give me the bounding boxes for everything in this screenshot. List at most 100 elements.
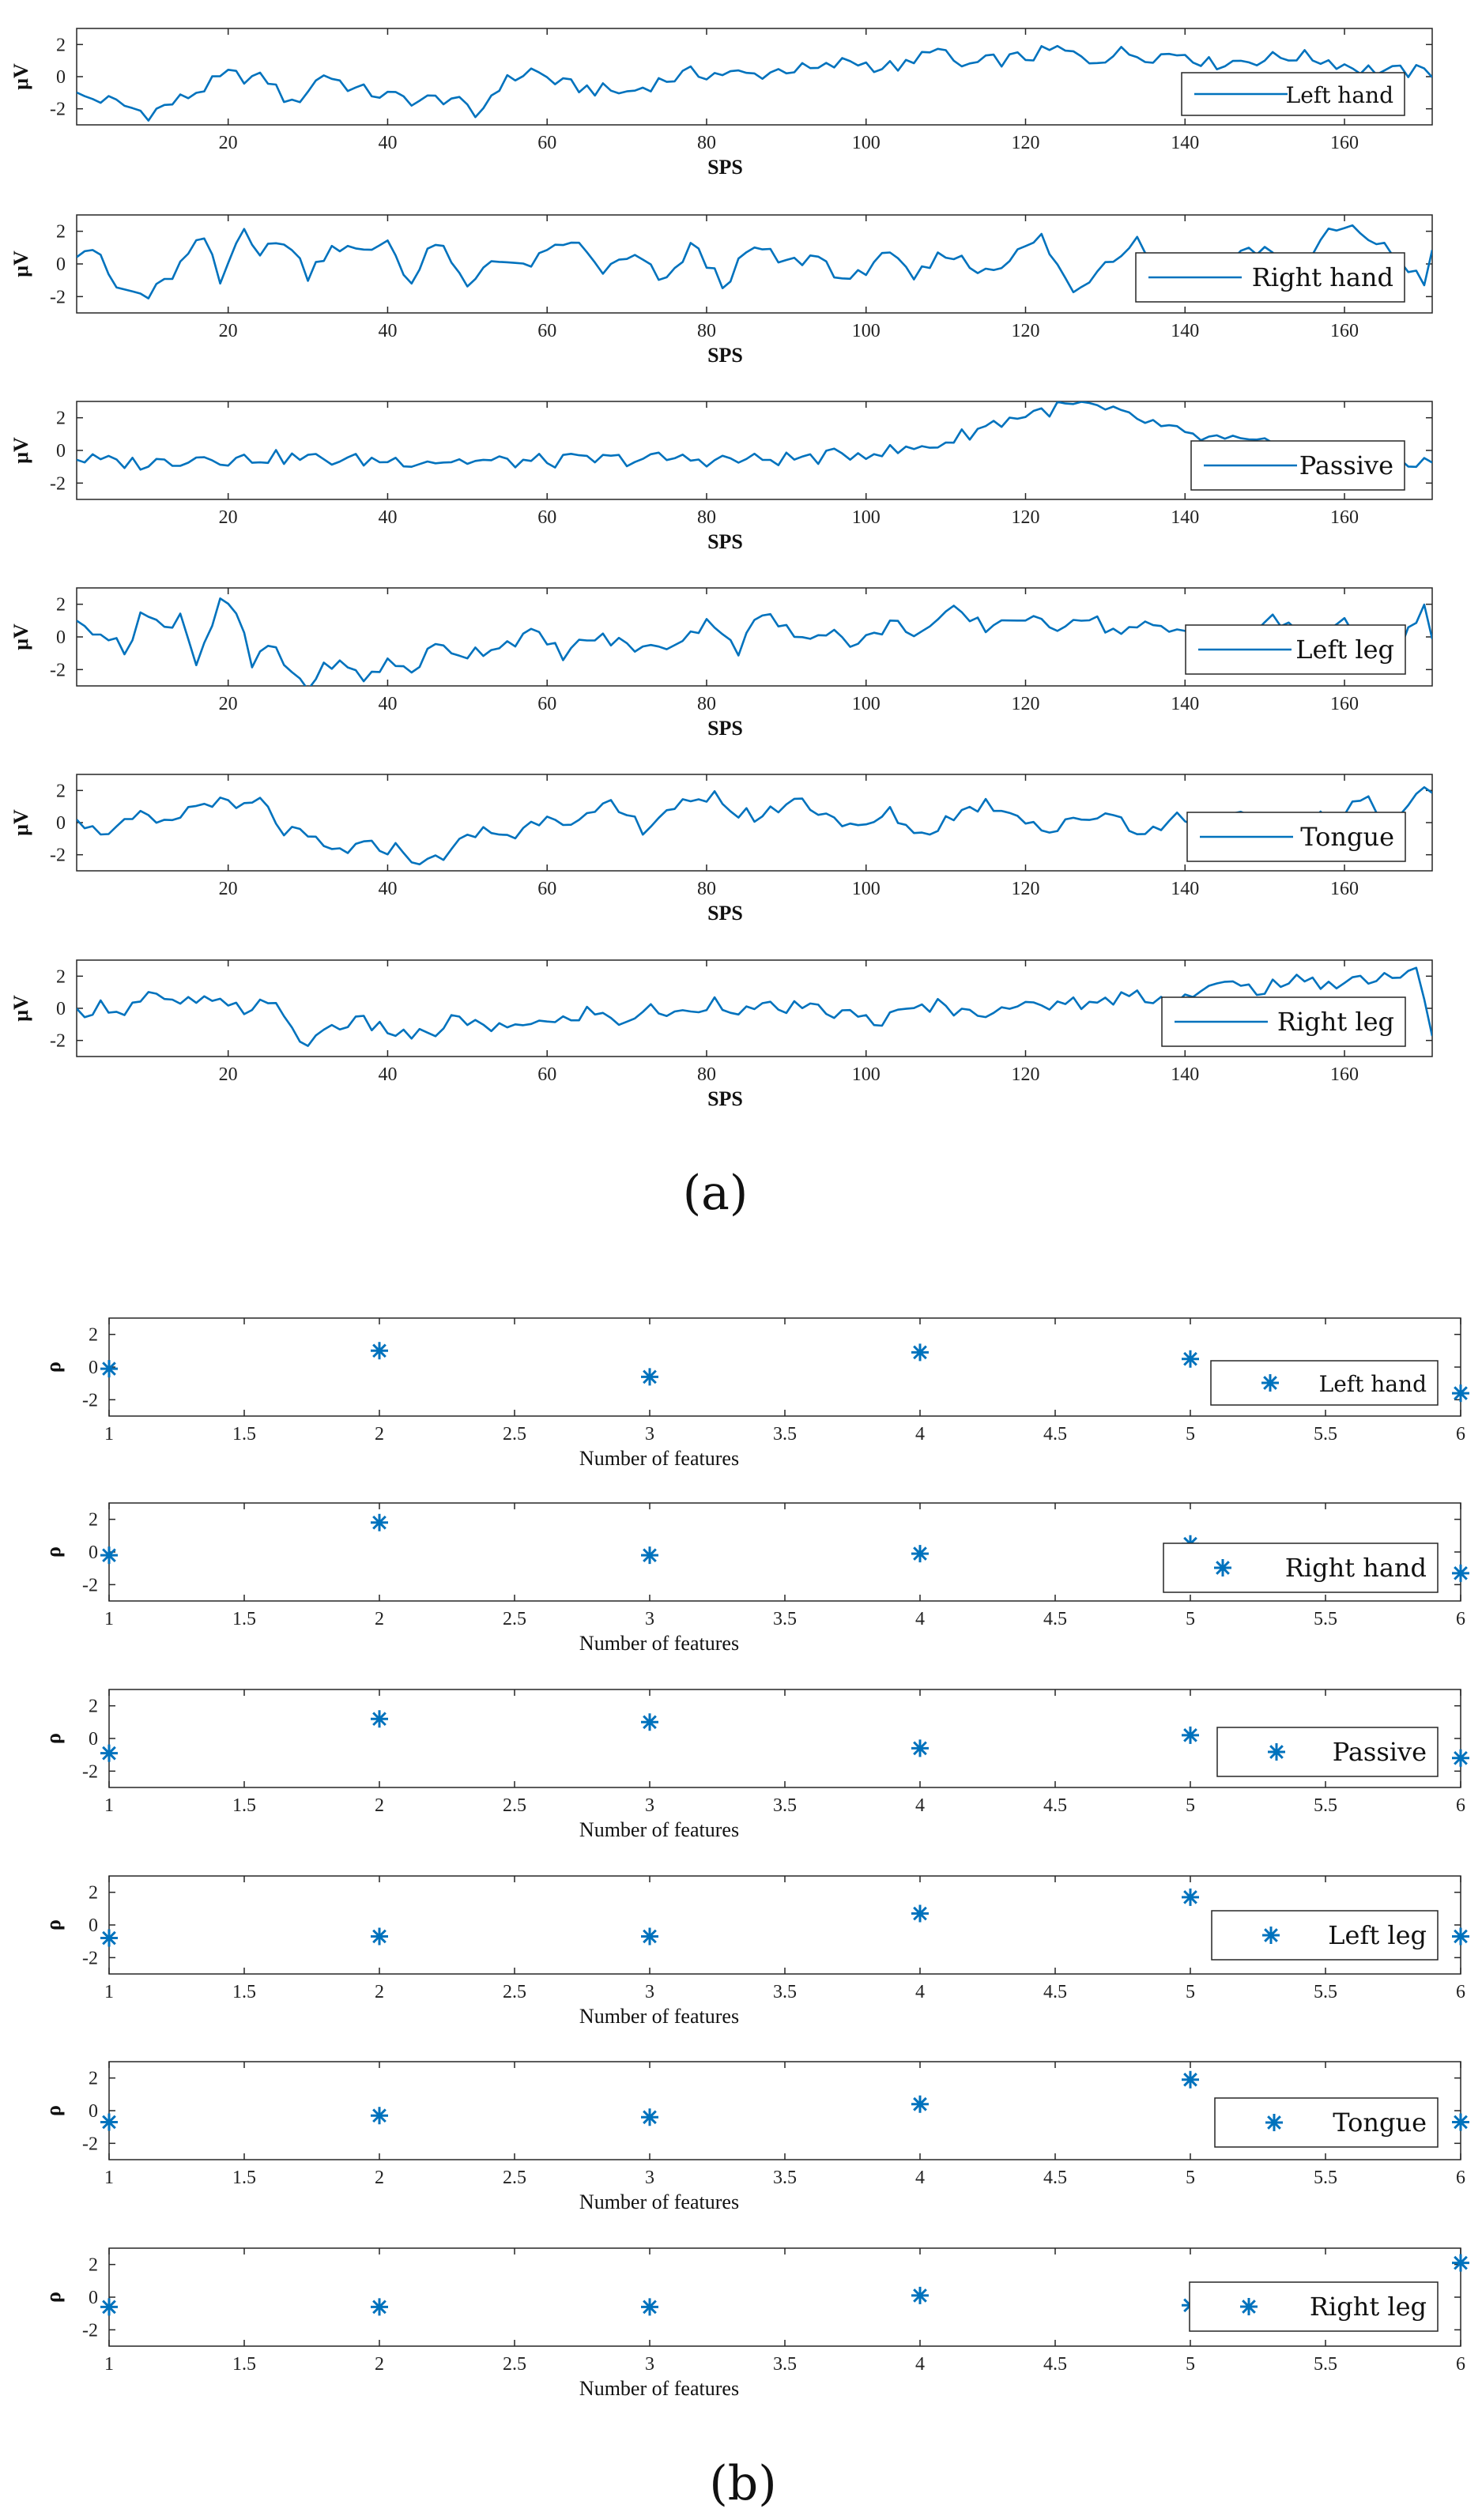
x-tick-label: 4 — [915, 1982, 925, 2002]
x-tick-label: 80 — [697, 133, 716, 153]
data-point — [371, 1927, 388, 1946]
legend: Tongue — [1186, 812, 1406, 862]
x-tick-label: 100 — [852, 694, 881, 714]
data-point — [371, 2107, 388, 2125]
x-tick-label: 160 — [1330, 133, 1359, 153]
legend-label: Passive — [1333, 1737, 1427, 1767]
legend: Left hand — [1181, 72, 1405, 116]
y-tick-label: 0 — [89, 2288, 98, 2308]
x-tick-label: 120 — [1012, 879, 1040, 899]
data-point — [911, 1904, 929, 1923]
x-tick-label: 2 — [375, 2354, 384, 2375]
data-point — [641, 1713, 658, 1731]
data-point — [641, 1927, 658, 1946]
y-tick-label: 2 — [56, 781, 66, 801]
y-axis-label: ρ — [42, 1733, 65, 1744]
x-tick-label: 120 — [1012, 1064, 1040, 1085]
x-tick-label: 140 — [1171, 1064, 1199, 1085]
y-tick-label: -2 — [50, 287, 66, 307]
legend-label: Right leg — [1277, 1007, 1394, 1037]
subplot-b-right-hand: 1 1.5 2 2.5 3 3.5 4 4.5 5 5.5 6 2 0 -2 Number of featu… — [42, 1502, 1469, 1655]
x-tick-label: 120 — [1012, 133, 1040, 153]
data-point — [371, 1342, 388, 1360]
x-tick-label: 2.5 — [503, 1424, 526, 1445]
x-tick-label: 4.5 — [1043, 2168, 1067, 2188]
x-tick-label: 140 — [1171, 133, 1199, 153]
y-tick-label: 0 — [56, 813, 66, 834]
data-point — [371, 1710, 388, 1728]
x-tick-label: 1 — [104, 1982, 114, 2002]
x-axis-label: SPS — [707, 344, 743, 367]
y-tick-label: 0 — [89, 1915, 98, 1936]
x-tick-label: 4.5 — [1043, 1609, 1067, 1629]
y-tick-label: 0 — [89, 2101, 98, 2122]
y-tick-label: 2 — [89, 1510, 98, 1531]
y-axis-label: μV — [9, 437, 32, 464]
y-tick-label: 0 — [56, 627, 66, 648]
y-axis-label: μV — [9, 623, 32, 650]
x-tick-label: 5 — [1186, 1795, 1195, 1816]
legend: Right leg — [1189, 2281, 1439, 2332]
x-tick-label: 60 — [537, 321, 556, 341]
x-tick-label: 20 — [219, 1064, 238, 1085]
x-tick-label: 2.5 — [503, 1982, 526, 2002]
y-tick-label: -2 — [82, 1761, 98, 1782]
x-tick-label: 5 — [1186, 1424, 1195, 1445]
y-tick-label: -2 — [50, 846, 66, 866]
y-tick-label: 0 — [89, 1358, 98, 1378]
y-axis-label: ρ — [42, 2292, 65, 2303]
x-tick-label: 80 — [697, 321, 716, 341]
y-tick-label: 0 — [56, 441, 66, 461]
x-tick-label: 3 — [645, 1795, 654, 1816]
y-axis-label: μV — [9, 995, 32, 1022]
x-tick-label: 4.5 — [1043, 1982, 1067, 2002]
x-tick-label: 5.5 — [1314, 2354, 1337, 2375]
y-tick-label: 0 — [89, 1543, 98, 1563]
x-tick-label: 140 — [1171, 694, 1199, 714]
y-tick-label: 2 — [56, 966, 66, 987]
x-tick-label: 2.5 — [503, 2354, 526, 2375]
x-tick-label: 20 — [219, 507, 238, 528]
data-point — [100, 1546, 118, 1565]
x-axis-label: SPS — [707, 717, 743, 740]
legend-label: Right leg — [1310, 2292, 1427, 2322]
legend-box — [1214, 2097, 1439, 2148]
data-point — [1182, 1888, 1199, 1906]
x-tick-label: 4 — [915, 1424, 925, 1445]
panel-label-b: (b) — [709, 2456, 776, 2511]
legend-box — [1163, 1543, 1439, 1593]
y-tick-label: 2 — [89, 1697, 98, 1717]
x-tick-label: 1.5 — [232, 1982, 256, 2002]
x-tick-label: 4.5 — [1043, 1795, 1067, 1816]
x-axis-label: Number of features — [579, 1818, 739, 1841]
y-tick-label: -2 — [82, 2320, 98, 2341]
x-tick-label: 5 — [1186, 2354, 1195, 2375]
x-axis-label: SPS — [707, 156, 743, 179]
y-axis-label: ρ — [42, 1362, 65, 1373]
y-tick-label: 0 — [56, 67, 66, 88]
x-tick-label: 5.5 — [1314, 1982, 1337, 2002]
y-tick-label: -2 — [82, 1948, 98, 1968]
x-tick-label: 140 — [1171, 879, 1199, 899]
x-axis-label: SPS — [707, 1087, 743, 1110]
x-tick-label: 100 — [852, 133, 881, 153]
y-tick-label: -2 — [50, 660, 66, 680]
x-tick-label: 160 — [1330, 1064, 1359, 1085]
x-tick-label: 5.5 — [1314, 2168, 1337, 2188]
x-tick-label: 100 — [852, 879, 881, 899]
y-tick-label: -2 — [50, 100, 66, 120]
x-tick-label: 2 — [375, 1795, 384, 1816]
x-tick-label: 3.5 — [773, 1982, 797, 2002]
x-tick-label: 6 — [1456, 2168, 1465, 2188]
data-point — [100, 2298, 118, 2316]
x-tick-label: 1.5 — [232, 1609, 256, 1629]
legend: Passive — [1216, 1727, 1439, 1777]
legend: Right hand — [1135, 252, 1405, 303]
data-point — [911, 2095, 929, 2113]
x-tick-label: 2 — [375, 1424, 384, 1445]
legend-marker — [1261, 1374, 1279, 1392]
